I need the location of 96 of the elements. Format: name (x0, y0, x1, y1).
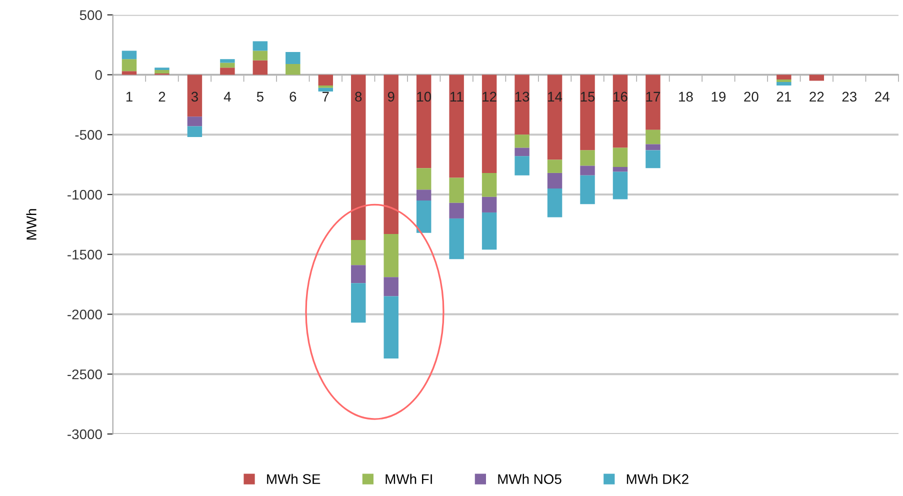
bar (612, 74, 628, 148)
bar (580, 175, 595, 204)
x-tick-label: 20 (744, 92, 758, 102)
bar (416, 200, 432, 233)
x-tick-label: 15 (580, 92, 595, 102)
bar (154, 70, 170, 74)
bar (547, 172, 562, 189)
y-axis-title: MWh (26, 209, 36, 240)
bar (776, 74, 792, 80)
bar (547, 188, 562, 218)
bar (547, 74, 562, 160)
bar (580, 74, 595, 150)
x-tick-label: 10 (417, 92, 432, 102)
bar (351, 240, 366, 266)
x-tick-label: 21 (776, 92, 791, 102)
bar (612, 148, 628, 167)
bar (252, 41, 268, 51)
bar (482, 212, 497, 250)
y-tick-label: -3000 (68, 429, 102, 440)
bar (449, 178, 464, 203)
x-tick-label: 6 (290, 92, 296, 102)
x-tick-label: 3 (191, 92, 198, 102)
bar (514, 156, 530, 176)
bar (318, 74, 334, 86)
bar (449, 74, 464, 178)
x-tick-label: 9 (388, 92, 394, 102)
bar (612, 166, 628, 172)
bar (612, 172, 628, 200)
bar (286, 52, 300, 64)
x-tick-label: 17 (646, 92, 660, 102)
x-tick-label: 18 (679, 92, 693, 102)
bar (776, 82, 792, 86)
bar (646, 130, 660, 144)
bar (187, 116, 202, 126)
x-tick-label: 19 (712, 92, 726, 102)
bar (514, 134, 530, 148)
bar (252, 60, 268, 75)
y-tick-label: -1000 (68, 190, 102, 200)
bar (220, 59, 235, 63)
bar (220, 68, 235, 75)
bar (416, 190, 432, 200)
bar (416, 168, 432, 190)
y-tick-label: 0 (95, 70, 102, 80)
bar (122, 50, 137, 60)
bar (187, 126, 202, 138)
x-tick-label: 11 (450, 92, 464, 102)
bar (547, 160, 562, 173)
bar (482, 172, 497, 197)
bar (580, 166, 595, 176)
bar (449, 218, 464, 260)
bar (482, 74, 497, 173)
bar (252, 50, 268, 60)
x-tick-label: 16 (614, 92, 628, 102)
bar (384, 74, 398, 234)
x-tick-label: 22 (810, 92, 824, 102)
bar (646, 144, 660, 150)
legend-label: MWh SE (267, 474, 320, 484)
legend-label: MWh FI (386, 474, 432, 484)
x-tick-label: 1 (126, 92, 132, 102)
legend-label: MWh DK2 (626, 474, 688, 484)
y-tick-label: -1500 (68, 250, 102, 260)
bar (122, 59, 137, 72)
bar (318, 88, 334, 92)
x-tick-label: 13 (515, 92, 530, 102)
bar (384, 296, 398, 359)
bar (351, 74, 366, 240)
x-tick-label: 12 (482, 92, 496, 102)
bar (646, 74, 660, 130)
bar (416, 74, 432, 168)
bar (220, 62, 235, 68)
bar (514, 74, 530, 135)
bar (482, 196, 497, 212)
bar (580, 150, 595, 166)
y-tick-label: 500 (80, 10, 102, 20)
bar (351, 283, 366, 323)
x-tick-label: 24 (875, 92, 890, 102)
bar (351, 265, 366, 284)
y-tick-label: -500 (75, 130, 102, 140)
bar (286, 64, 300, 75)
bar (646, 150, 660, 168)
x-tick-label: 8 (355, 92, 362, 102)
bar (514, 148, 530, 156)
legend-label: MWh NO5 (498, 474, 562, 484)
x-tick-label: 2 (158, 92, 166, 102)
bar (122, 71, 137, 75)
x-tick-label: 7 (322, 92, 329, 102)
x-tick-label: 23 (842, 92, 856, 102)
bar (809, 74, 824, 81)
bar (384, 234, 398, 278)
bar (384, 277, 398, 296)
y-tick-label: -2000 (68, 310, 102, 320)
bar (449, 202, 464, 218)
bar (187, 74, 202, 117)
x-tick-label: 4 (224, 92, 231, 102)
x-tick-label: 5 (256, 92, 264, 102)
y-tick-label: -2500 (68, 369, 102, 380)
